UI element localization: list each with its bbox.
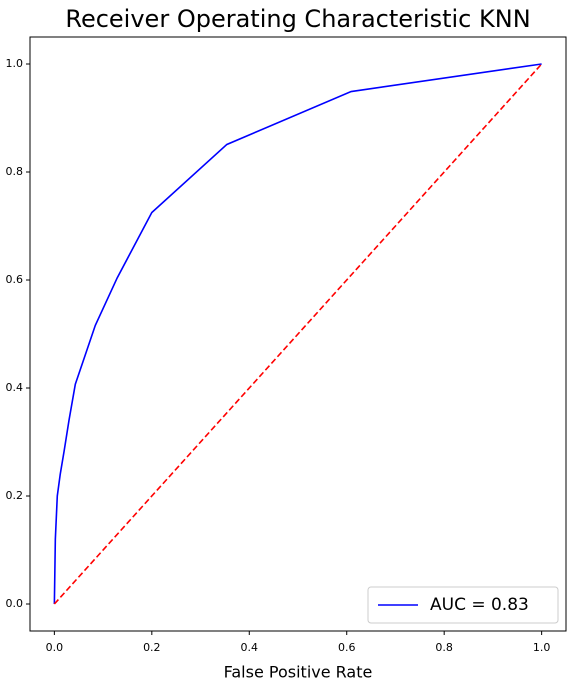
series-line [53, 63, 542, 605]
x-tick-label: 0.6 [338, 641, 356, 654]
x-tick-label: 0.4 [241, 641, 259, 654]
series-line [53, 63, 543, 605]
y-tick-label: 0.8 [6, 165, 24, 178]
x-tick-label: 0.0 [46, 641, 64, 654]
x-tick-label: 0.2 [143, 641, 161, 654]
y-tick-label: 0.2 [6, 489, 24, 502]
chart-title: Receiver Operating Characteristic KNN [65, 5, 530, 33]
y-tick-label: 0.4 [6, 381, 24, 394]
legend-box [367, 586, 559, 624]
legend-label: AUC = 0.83 [430, 595, 529, 615]
x-tick-label: 1.0 [533, 641, 551, 654]
x-tick-label: 0.8 [435, 641, 453, 654]
x-axis-label: False Positive Rate [224, 663, 373, 682]
y-tick-label: 1.0 [6, 57, 24, 70]
y-tick-label: 0.6 [6, 273, 24, 286]
y-tick-label: 0.0 [6, 597, 24, 610]
plot-frame [29, 36, 567, 632]
